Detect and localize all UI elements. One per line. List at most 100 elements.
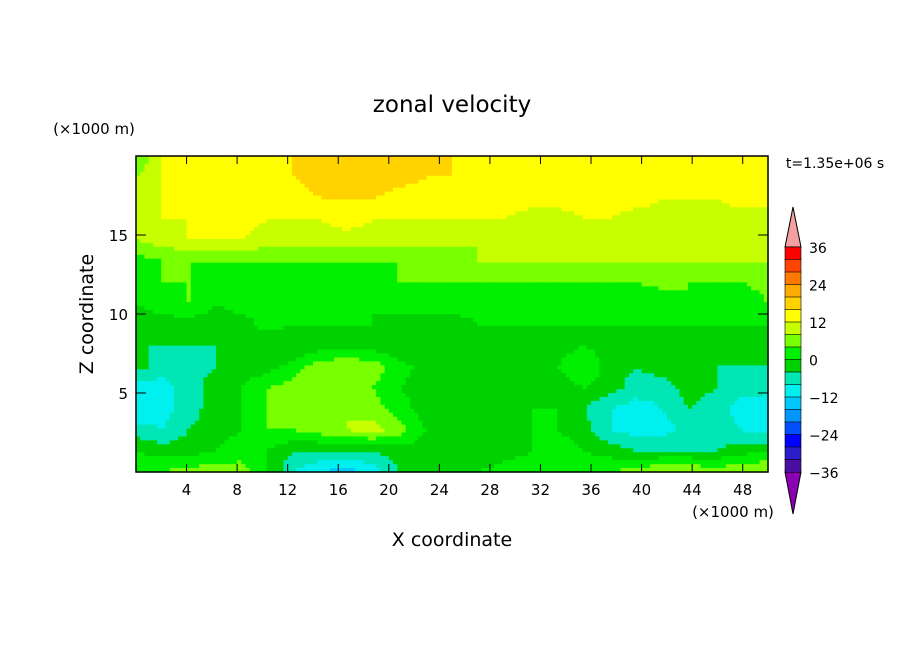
heat-cell	[569, 171, 575, 177]
heat-cell	[612, 219, 617, 224]
heat-cell	[523, 179, 529, 185]
heat-cell	[599, 159, 605, 165]
heat-cell	[287, 246, 293, 252]
heat-cell	[742, 282, 748, 287]
heat-cell	[460, 246, 466, 252]
heat-cell	[359, 199, 365, 204]
heat-cell	[628, 266, 634, 272]
heat-cell	[422, 163, 428, 169]
heat-cell	[666, 246, 672, 252]
heat-cell	[317, 215, 322, 220]
heat-cell	[388, 274, 394, 280]
heat-cell	[430, 215, 436, 220]
heat-cell	[334, 191, 339, 197]
heat-cell	[687, 262, 693, 268]
heat-cell	[616, 250, 622, 256]
heat-cell	[582, 258, 588, 264]
heat-cell	[662, 270, 668, 276]
heat-cell	[683, 266, 689, 272]
heat-cell	[658, 219, 664, 224]
heat-cell	[329, 250, 335, 256]
heat-cell	[494, 175, 499, 181]
heat-cell	[456, 242, 462, 248]
heat-cell	[165, 215, 171, 220]
heat-cell	[460, 171, 466, 177]
heat-cell	[460, 175, 466, 181]
heat-cell	[312, 187, 318, 193]
heat-cell	[527, 242, 533, 248]
heat-cell	[544, 159, 550, 165]
heat-cell	[359, 250, 365, 256]
heat-cell	[468, 175, 474, 181]
heat-cell	[300, 254, 306, 260]
heat-cell	[485, 227, 491, 232]
heat-cell	[287, 156, 293, 161]
heat-cell	[397, 227, 403, 232]
heat-cell	[266, 207, 272, 212]
heat-cell	[291, 219, 297, 224]
heat-cell	[199, 183, 205, 189]
heat-cell	[633, 191, 638, 197]
heat-cell	[245, 163, 251, 169]
heat-cell	[194, 231, 200, 236]
heat-cell	[494, 195, 499, 201]
heat-cell	[422, 156, 428, 161]
heat-cell	[460, 254, 466, 260]
heat-cell	[148, 167, 154, 173]
heat-cell	[249, 199, 255, 204]
heat-cell	[270, 183, 276, 189]
heat-cell	[666, 235, 672, 240]
heat-cell	[548, 231, 554, 236]
heat-cell	[157, 163, 162, 169]
heat-cell	[578, 238, 584, 244]
heat-cell	[152, 191, 158, 197]
heat-cell	[321, 286, 327, 291]
heat-cell	[759, 231, 765, 236]
heat-cell	[232, 274, 238, 280]
heat-cell	[334, 163, 339, 169]
heat-cell	[426, 179, 432, 185]
heat-cell	[203, 231, 209, 236]
heat-cell	[207, 219, 213, 224]
heat-cell	[654, 270, 660, 276]
heat-cell	[266, 270, 272, 276]
heat-cell	[717, 238, 723, 244]
heat-cell	[405, 211, 411, 216]
heat-cell	[232, 203, 238, 208]
heat-cell	[350, 187, 356, 193]
heat-cell	[270, 207, 276, 212]
heat-cell	[725, 199, 731, 204]
heat-cell	[624, 183, 630, 189]
heat-cell	[755, 175, 761, 181]
heat-cell	[296, 171, 301, 177]
heat-cell	[439, 238, 445, 244]
heat-cell	[603, 211, 609, 216]
heat-cell	[169, 282, 175, 287]
heat-cell	[418, 179, 424, 185]
heat-cell	[502, 278, 508, 283]
heat-cell	[241, 199, 247, 204]
heat-cell	[152, 266, 158, 272]
heat-cell	[506, 195, 512, 201]
heat-cell	[165, 179, 171, 185]
heat-cell	[746, 207, 752, 212]
heat-cell	[738, 262, 744, 268]
heat-cell	[645, 235, 651, 240]
heat-cell	[296, 223, 301, 228]
heat-cell	[658, 183, 664, 189]
heat-cell	[439, 163, 445, 169]
heat-cell	[275, 274, 280, 280]
heat-cell	[325, 163, 331, 169]
heat-cell	[329, 231, 335, 236]
heat-cell	[683, 258, 689, 264]
heat-cell	[253, 175, 259, 181]
heat-cell	[241, 195, 247, 201]
heat-cell	[675, 278, 681, 283]
heat-cell	[548, 211, 554, 216]
heat-cell	[755, 195, 761, 201]
heat-cell	[591, 191, 596, 197]
heat-cell	[452, 187, 457, 193]
heat-cell	[548, 278, 554, 283]
heat-cell	[241, 156, 247, 161]
heat-cell	[291, 238, 297, 244]
